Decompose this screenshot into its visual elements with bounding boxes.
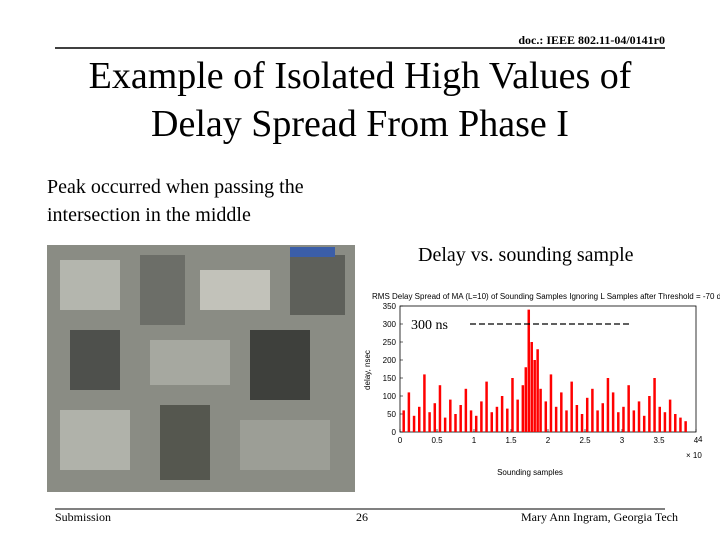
- x-tick-label: 2.5: [579, 436, 591, 445]
- y-tick-label: 150: [383, 374, 397, 383]
- x-axis-label: Sounding samples: [497, 468, 563, 477]
- title-line: Delay Spread From Phase I: [151, 103, 569, 145]
- y-axis-label: delay, nsec: [363, 350, 372, 390]
- y-tick-label: 300: [383, 320, 397, 329]
- x-multiplier: × 10: [686, 451, 702, 460]
- x-tick-label: 3.5: [653, 436, 665, 445]
- y-tick-label: 200: [383, 356, 397, 365]
- y-tick-label: 0: [392, 428, 397, 437]
- y-tick-label: 50: [387, 410, 396, 419]
- x-tick-label: 1.5: [505, 436, 517, 445]
- body-line: intersection in the middle: [47, 204, 251, 226]
- x-tick-label: 2: [546, 436, 551, 445]
- doc-id: doc.: IEEE 802.11-04/0141r0: [518, 33, 665, 47]
- footer-right: Mary Ann Ingram, Georgia Tech: [521, 510, 678, 524]
- page-number: 26: [356, 510, 368, 524]
- chart: RMS Delay Spread of MA (L=10) of Soundin…: [363, 292, 720, 477]
- annotation: 300 ns: [411, 318, 448, 333]
- title-line: Example of Isolated High Values of: [89, 55, 632, 97]
- x-tick-label: 0.5: [431, 436, 443, 445]
- x-tick-label: 1: [472, 436, 477, 445]
- x-tick-label: 3: [620, 436, 625, 445]
- aerial-photo: [47, 245, 355, 492]
- x-exponent: 4: [698, 435, 703, 444]
- x-tick-label: 0: [398, 436, 403, 445]
- caption: Delay vs. sounding sample: [418, 244, 634, 266]
- y-tick-label: 250: [383, 338, 397, 347]
- chart-title: RMS Delay Spread of MA (L=10) of Soundin…: [372, 292, 720, 301]
- body-line: Peak occurred when passing the: [47, 176, 304, 198]
- y-tick-label: 350: [383, 302, 397, 311]
- y-tick-label: 100: [383, 392, 397, 401]
- x-tick-label: 4: [694, 436, 699, 445]
- footer-left: Submission: [55, 510, 111, 524]
